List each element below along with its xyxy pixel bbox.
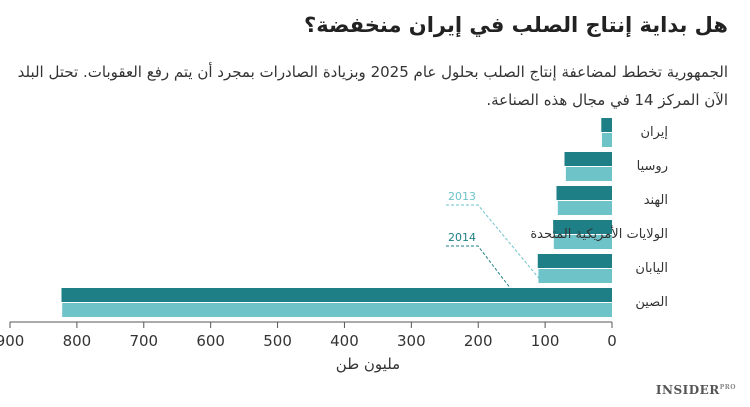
x-tick-label: 600 [196,332,225,350]
bar-2013-3 [553,235,612,249]
category-label: روسيا [637,159,668,174]
x-tick-label: 700 [129,332,158,350]
legend-label-2013: 2013 [448,190,476,203]
x-tick-label: 0 [607,332,617,350]
bar-2014-1 [564,152,612,166]
x-tick-label: 300 [397,332,426,350]
chart-subtitle: الجمهورية تخطط لمضاعفة إنتاج الصلب بحلول… [17,63,728,109]
x-tick-label: 100 [531,332,560,350]
bar-2013-2 [557,201,612,215]
legend-leader-2013 [446,204,541,281]
chart-title: هل بداية إنتاج الصلب في إيران منخفضة؟ [304,13,728,37]
x-tick-label: 400 [330,332,359,350]
x-tick-label: 200 [464,332,493,350]
category-label: الولايات الأمريكية المتحدة [530,225,668,242]
bar-2014-3 [553,220,612,234]
bar-2014-4 [537,254,612,268]
bar-2013-0 [601,133,612,147]
bar-2013-1 [565,167,612,181]
bar-2013-4 [538,269,612,283]
bar-2014-5 [61,288,612,302]
x-tick-label: 900 [0,332,24,350]
brand-name: INSIDER [655,383,720,397]
x-tick-label: 800 [63,332,92,350]
category-label: الهند [644,193,668,208]
bar-2014-0 [601,118,612,132]
legend-label-2014: 2014 [448,231,476,244]
x-axis-label: مليون طن [336,355,400,373]
brand-suffix: PRO [719,384,736,391]
legend-leader-2014 [446,245,513,291]
category-label: إيران [640,125,668,140]
x-tick-label: 500 [263,332,292,350]
category-label: الصين [635,295,668,310]
bar-2013-5 [62,303,612,317]
brand-logo: INSIDERPRO [656,383,736,397]
bar-2014-2 [556,186,612,200]
category-label: اليابان [635,261,668,276]
